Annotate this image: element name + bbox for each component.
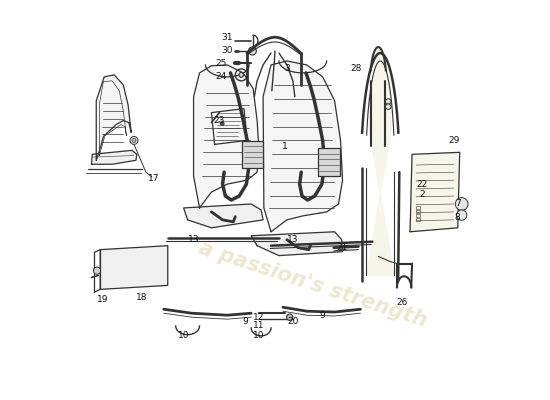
Circle shape <box>455 198 468 210</box>
Bar <box>243 141 263 168</box>
Bar <box>416 218 420 221</box>
Bar <box>416 214 420 217</box>
Text: 1: 1 <box>282 142 288 151</box>
Text: 30: 30 <box>222 46 233 55</box>
Polygon shape <box>100 246 168 289</box>
Circle shape <box>456 210 467 220</box>
Polygon shape <box>410 152 460 232</box>
Text: 25: 25 <box>216 59 227 68</box>
Text: 10: 10 <box>178 331 189 340</box>
Circle shape <box>130 136 138 144</box>
Polygon shape <box>184 204 263 228</box>
Text: 9: 9 <box>320 311 326 320</box>
Circle shape <box>249 47 256 55</box>
Text: 26: 26 <box>397 298 408 307</box>
Text: 7: 7 <box>455 200 460 208</box>
Circle shape <box>94 267 101 274</box>
Text: 11: 11 <box>254 321 265 330</box>
Text: 23: 23 <box>214 116 225 125</box>
Text: 22: 22 <box>416 180 427 189</box>
Bar <box>318 148 340 176</box>
Text: 13: 13 <box>287 235 299 244</box>
Bar <box>416 210 420 213</box>
Polygon shape <box>263 61 343 232</box>
Text: 8: 8 <box>455 213 460 222</box>
Polygon shape <box>251 232 343 256</box>
Text: 24: 24 <box>216 72 227 81</box>
Text: 3: 3 <box>284 64 290 74</box>
Polygon shape <box>91 150 137 164</box>
Circle shape <box>220 122 224 126</box>
Text: 2: 2 <box>419 190 425 198</box>
Text: 10: 10 <box>254 331 265 340</box>
Text: 12: 12 <box>254 313 265 322</box>
Text: 17: 17 <box>148 174 160 183</box>
Circle shape <box>132 138 136 142</box>
Circle shape <box>386 99 391 104</box>
Text: 31: 31 <box>222 34 233 42</box>
Text: 9: 9 <box>243 317 248 326</box>
Text: 29: 29 <box>448 136 459 145</box>
Text: 19: 19 <box>96 295 108 304</box>
Text: 21: 21 <box>337 243 348 252</box>
Polygon shape <box>366 61 394 276</box>
Text: 18: 18 <box>136 293 148 302</box>
Text: 20: 20 <box>287 318 299 326</box>
Polygon shape <box>373 50 383 144</box>
Polygon shape <box>194 65 259 208</box>
Polygon shape <box>96 75 131 160</box>
Text: 13: 13 <box>188 235 199 244</box>
Bar <box>416 206 420 209</box>
Circle shape <box>239 72 244 77</box>
Circle shape <box>287 314 293 320</box>
Circle shape <box>386 104 391 110</box>
Text: a passion's strength: a passion's strength <box>196 238 429 331</box>
Polygon shape <box>211 109 247 144</box>
Text: 28: 28 <box>351 64 362 74</box>
